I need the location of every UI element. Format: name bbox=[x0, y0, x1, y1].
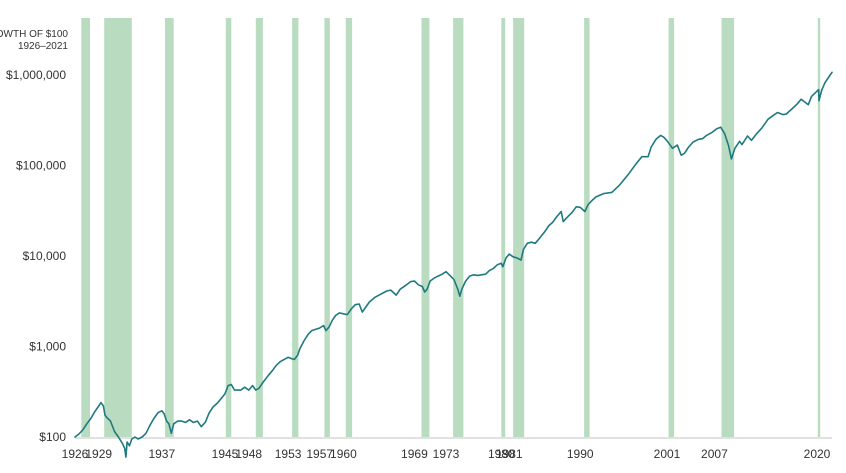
recession-band bbox=[501, 18, 506, 437]
x-tick-label: 1953 bbox=[275, 447, 302, 461]
x-tick-label: 2020 bbox=[804, 447, 831, 461]
x-tick-label: 2007 bbox=[701, 447, 728, 461]
y-tick-label: $100 bbox=[39, 430, 66, 444]
chart-title-line-1: GROWTH OF $100 bbox=[0, 29, 68, 40]
recession-band bbox=[292, 18, 299, 437]
x-tick-label: 1957 bbox=[306, 447, 333, 461]
x-tick-label: 1937 bbox=[148, 447, 175, 461]
recession-band bbox=[584, 18, 590, 437]
x-tick-label: 1948 bbox=[235, 447, 262, 461]
y-tick-label: $1,000,000 bbox=[6, 68, 66, 82]
y-tick-label: $100,000 bbox=[16, 159, 66, 173]
x-tick-label: 1980 bbox=[488, 447, 515, 461]
growth-line-series bbox=[74, 71, 833, 458]
recession-band bbox=[324, 18, 330, 437]
x-tick-label: 1990 bbox=[567, 447, 594, 461]
x-tick-label: 1945 bbox=[212, 447, 239, 461]
x-tick-label: 1926 bbox=[62, 447, 89, 461]
recession-band bbox=[345, 18, 353, 437]
x-tick-label: 1973 bbox=[433, 447, 460, 461]
x-tick-label: 1981 bbox=[496, 447, 523, 461]
x-tick-label: 1960 bbox=[330, 447, 357, 461]
recession-band bbox=[513, 18, 525, 437]
y-tick-label: $10,000 bbox=[23, 249, 67, 263]
x-tick-label: 1929 bbox=[85, 447, 112, 461]
recession-bands bbox=[81, 18, 821, 437]
recession-band bbox=[255, 18, 263, 437]
recession-band bbox=[165, 18, 174, 437]
x-tick-label: 1969 bbox=[401, 447, 428, 461]
recession-band bbox=[668, 18, 675, 437]
y-axis-ticks: $100 $1,000 $10,000 $100,000 $1,000,000 bbox=[6, 68, 66, 444]
recession-band bbox=[817, 18, 821, 437]
recession-band bbox=[104, 18, 132, 437]
growth-line bbox=[74, 71, 833, 458]
y-tick-label: $1,000 bbox=[29, 340, 66, 354]
recession-band bbox=[453, 18, 464, 437]
recession-band bbox=[421, 18, 430, 437]
recession-band bbox=[225, 18, 232, 437]
x-tick-label: 2001 bbox=[654, 447, 681, 461]
recession-band bbox=[721, 18, 735, 437]
recession-band bbox=[81, 18, 90, 437]
chart-title-line-2: 1926–2021 bbox=[18, 41, 68, 52]
